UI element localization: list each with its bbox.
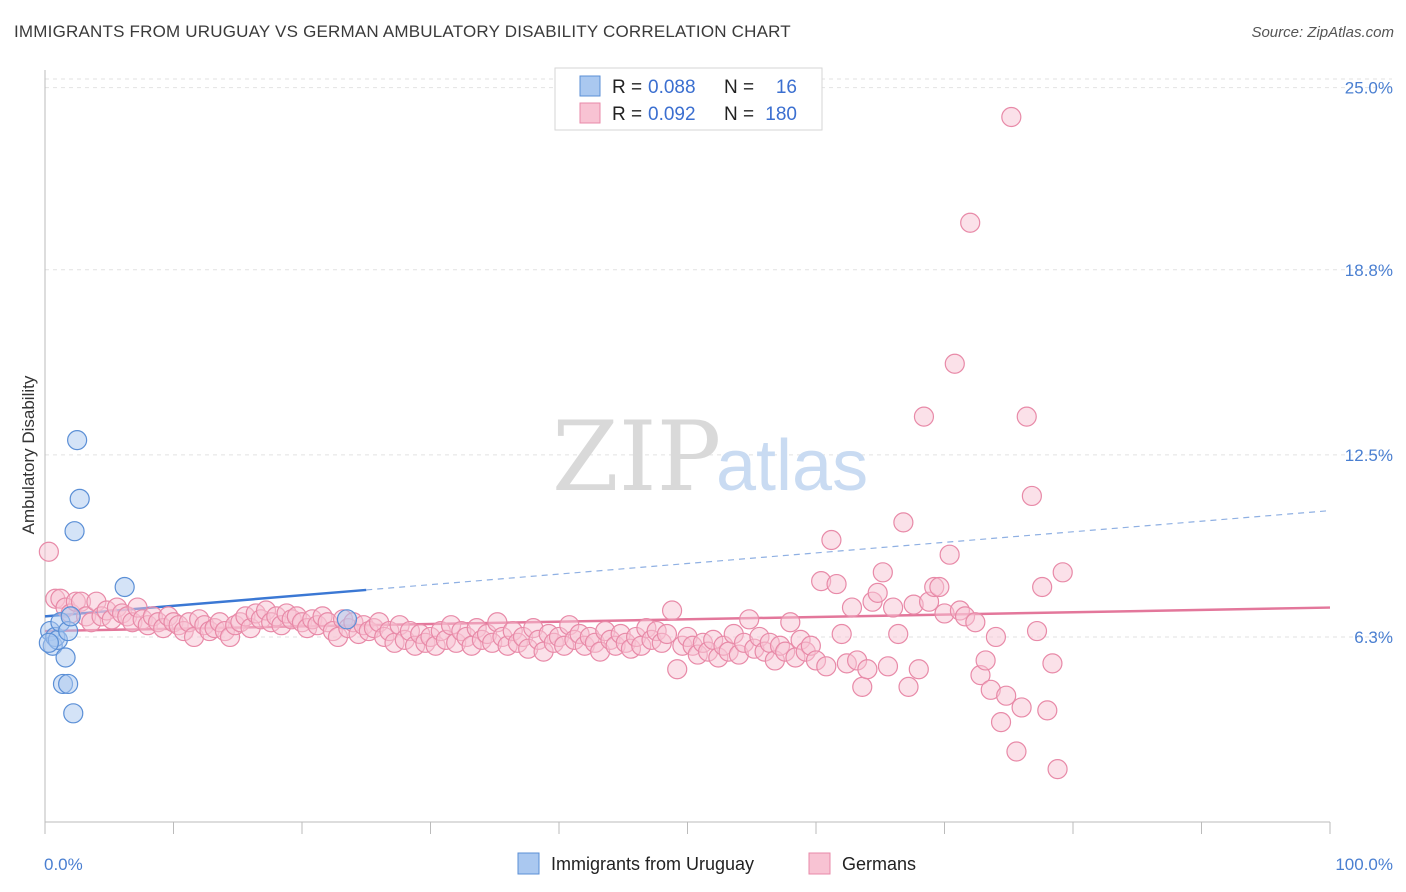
bottom-legend-swatch-uruguay [517,852,540,875]
trend-line-uruguay-extension [366,510,1331,591]
germans-point-153 [826,573,847,595]
germans-point-154 [831,623,852,645]
uruguay-point-8 [58,673,79,695]
uruguay-points [38,430,358,724]
legend-box: R = 0.088 N = 16 R = 0.092 N = 180 [554,67,823,131]
y-axis-label: Ambulatory Disability [19,375,38,534]
germans-point-195 [1042,653,1063,674]
germans-point-179 [960,212,981,233]
germans-point-185 [990,712,1012,733]
uruguay-point-10 [60,606,81,627]
germans-point-175 [939,544,960,565]
x-tick-label-min: 0.0% [44,855,83,874]
germans-point-182 [975,650,996,671]
y-tick-labels: 6.3% 12.5% 18.8% 25.0% [1345,79,1393,647]
chart-title: IMMIGRANTS FROM URUGUAY VS GERMAN AMBULA… [14,22,791,41]
uruguay-point-11 [63,703,84,724]
uruguay-point-16 [336,609,358,630]
x-ticks [44,822,1331,834]
germans-point-166 [893,512,914,533]
x-tick-label-max: 100.0% [1335,855,1393,874]
germans-point-156 [841,597,863,618]
germans-point-191 [1021,485,1042,507]
germans-point-180 [965,612,986,633]
bottom-legend: Immigrants from Uruguay Germans [517,852,916,875]
germans-point-189 [1011,697,1032,718]
germans-point-176 [944,353,965,374]
germans-point-159 [857,659,878,680]
germans-point-152 [821,529,842,551]
germans-point-184 [985,626,1007,648]
germans-point-196 [1047,759,1068,780]
uruguay-point-12 [64,521,85,542]
germans-point-165 [888,623,909,645]
germans-point-188 [1006,741,1027,762]
uruguay-point-15 [114,576,135,598]
legend-n-value-uruguay: 16 [776,77,797,98]
germans-point-0 [38,541,59,562]
y-tick-label-1: 12.5% [1345,446,1393,465]
bottom-legend-label-uruguay: Immigrants from Uruguay [551,854,754,874]
uruguay-point-13 [67,430,88,451]
germans-point-161 [867,582,888,603]
germans-point-121 [661,600,683,621]
germans-point-169 [908,659,929,680]
germans-point-170 [913,406,935,427]
germans-point-122 [667,659,688,680]
watermark-zip: ZIP [552,401,721,513]
legend-r-value-germans: 0.092 [648,104,696,125]
germans-point-192 [1026,620,1048,642]
legend-n-value-germans: 180 [765,104,797,125]
germans-point-186 [996,685,1017,706]
legend-swatch-germans [579,102,601,124]
gridlines [45,78,1392,638]
germans-point-164 [882,597,904,618]
bottom-legend-swatch-germans [808,852,831,875]
germans-point-151 [816,656,837,677]
legend-n-label-germans: N = [724,104,754,125]
germans-point-120 [656,623,678,645]
source-credit: Source: ZipAtlas.com [1251,24,1394,41]
germans-point-144 [780,612,801,633]
uruguay-point-7 [55,647,76,668]
germans-point-187 [1001,106,1022,128]
y-tick-label-3: 25.0% [1345,79,1393,98]
germans-point-173 [929,576,950,598]
germans-point-167 [898,676,919,697]
uruguay-point-14 [69,488,90,509]
germans-point-190 [1016,406,1037,427]
watermark: ZIP atlas [552,401,868,513]
germans-point-162 [872,562,893,583]
legend-r-value-uruguay: 0.088 [648,77,696,98]
germans-point-158 [852,676,873,697]
germans-points [38,106,1073,780]
germans-point-163 [877,656,899,677]
legend-r-label-uruguay: R = [612,77,642,98]
watermark-atlas: atlas [716,426,868,506]
y-tick-label-0: 6.3% [1354,628,1393,647]
germans-point-136 [739,609,760,630]
legend-swatch-uruguay [579,75,601,97]
legend-n-label-uruguay: N = [724,77,754,98]
y-tick-label-2: 18.8% [1345,261,1393,280]
germans-point-193 [1032,576,1053,598]
bottom-legend-label-germans: Germans [842,854,916,874]
germans-point-197 [1052,562,1073,583]
germans-point-194 [1037,700,1058,721]
legend-r-label-germans: R = [612,104,642,125]
uruguay-point-4 [38,632,59,653]
